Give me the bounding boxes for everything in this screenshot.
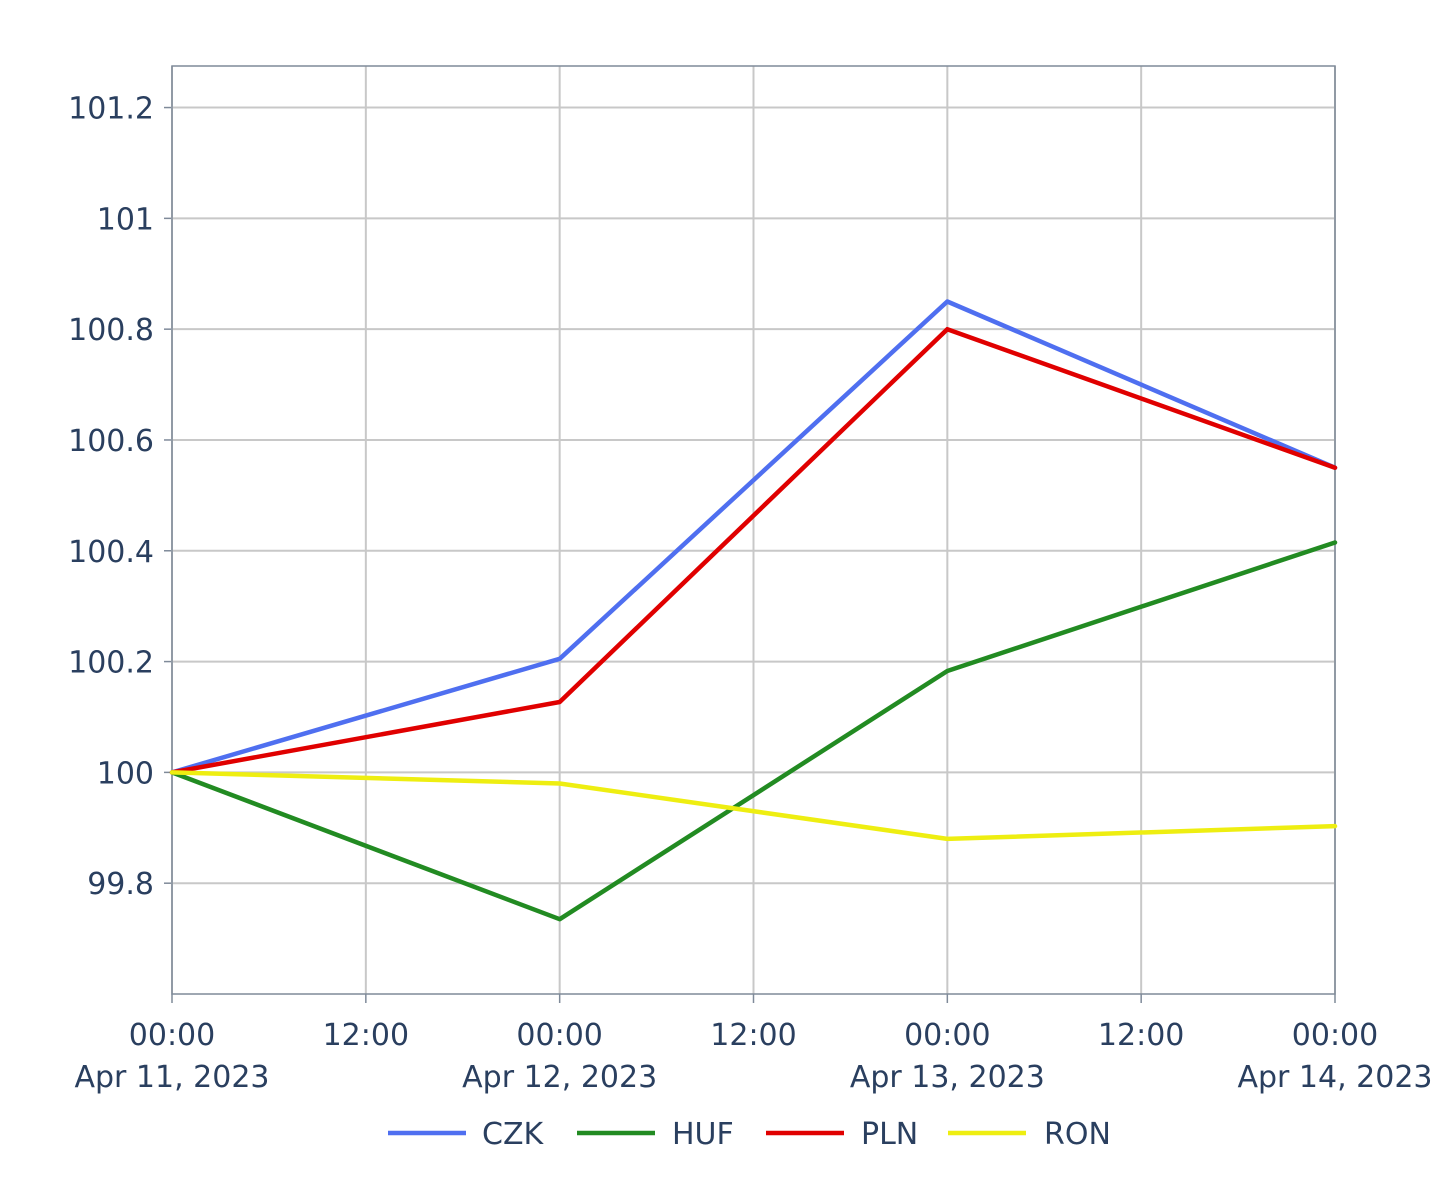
grid-lines: [164, 66, 1336, 1003]
y-tick-label: 99.8: [87, 867, 154, 902]
x-tick-labels: 00:00 Apr 11, 2023 12:00 00:00 Apr 12, 2023 1…: [74, 1018, 1432, 1095]
x-tick-time-label: 00:00: [516, 1018, 602, 1053]
x-tick-time-label: 00:00: [904, 1018, 990, 1053]
y-tick-labels: 99.8 100 100.2 100.4 100.6 100.8 101 101.2: [68, 92, 154, 903]
x-tick-time-label: 00:00: [1292, 1018, 1378, 1053]
legend-item-ron[interactable]: RON: [948, 1117, 1111, 1152]
y-tick-label: 100.8: [68, 313, 154, 348]
x-tick-date-label: Apr 13, 2023: [850, 1060, 1045, 1095]
y-tick-label: 100.6: [68, 424, 154, 459]
series-line-ron[interactable]: [169, 770, 1338, 842]
x-tick-time-label: 12:00: [323, 1018, 409, 1053]
legend-label: CZK: [482, 1117, 544, 1152]
legend-label: HUF: [672, 1117, 734, 1152]
series-line-pln[interactable]: [169, 326, 1338, 775]
legend-item-huf[interactable]: HUF: [577, 1117, 734, 1152]
y-tick-label: 100.2: [68, 646, 154, 681]
x-tick-time-label: 12:00: [710, 1018, 796, 1053]
legend: CZK HUF PLN RON: [388, 1117, 1111, 1152]
x-tick-time-label: 12:00: [1098, 1018, 1184, 1053]
y-tick-label: 101.2: [68, 92, 154, 127]
legend-item-czk[interactable]: CZK: [388, 1117, 544, 1152]
series-lines: [169, 299, 1338, 922]
y-tick-label: 100: [97, 756, 154, 791]
series-line-huf[interactable]: [169, 540, 1338, 922]
y-tick-label: 100.4: [68, 535, 154, 570]
x-tick-time-label: 00:00: [129, 1018, 215, 1053]
x-tick-date-label: Apr 12, 2023: [462, 1060, 657, 1095]
legend-item-pln[interactable]: PLN: [766, 1117, 918, 1152]
x-tick-date-label: Apr 14, 2023: [1237, 1060, 1432, 1095]
plot-frame: [171, 65, 1336, 995]
legend-label: RON: [1044, 1117, 1111, 1152]
series-line-czk[interactable]: [169, 299, 1338, 775]
x-tick-date-label: Apr 11, 2023: [74, 1060, 269, 1095]
legend-label: PLN: [861, 1117, 918, 1152]
y-tick-label: 101: [97, 202, 154, 237]
